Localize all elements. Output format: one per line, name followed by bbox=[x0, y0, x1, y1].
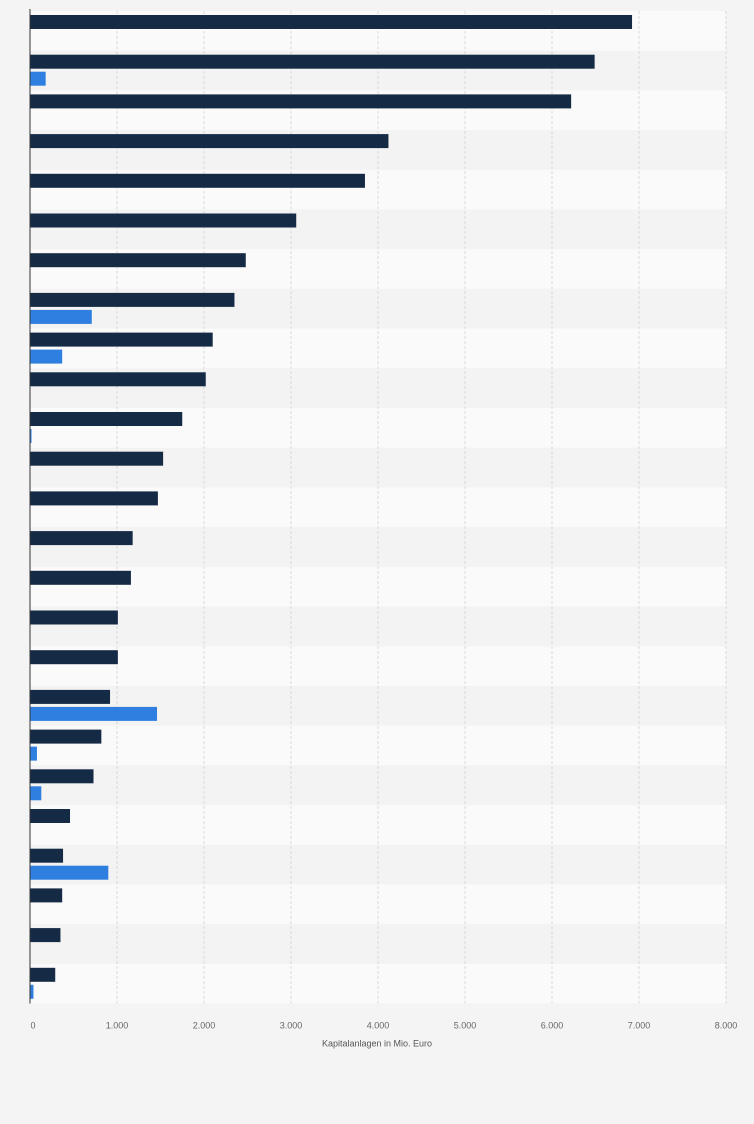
x-tick-label: 7.000 bbox=[628, 1021, 651, 1031]
bar-series-1 bbox=[30, 412, 183, 426]
bar-series-1 bbox=[30, 451, 164, 466]
bar-series-2 bbox=[30, 865, 109, 880]
bar-series-1 bbox=[30, 253, 246, 268]
bar-series-1 bbox=[30, 372, 206, 387]
bar-series-1 bbox=[30, 769, 94, 784]
bar-series-1 bbox=[30, 650, 118, 665]
bar-series-1 bbox=[30, 729, 102, 744]
x-tick-label: 1.000 bbox=[106, 1021, 129, 1031]
bar-series-2 bbox=[30, 706, 158, 721]
bar-series-1 bbox=[30, 689, 111, 704]
bar-series-1 bbox=[30, 610, 118, 625]
bar-series-1 bbox=[30, 928, 61, 943]
x-tick-labels: 0 1.000 2.000 3.000 4.000 5.000 6.000 7.000 8.00… bbox=[30, 1021, 737, 1031]
bar-series-2 bbox=[30, 71, 46, 86]
bar-series-2 bbox=[30, 349, 63, 364]
bar-series-1 bbox=[30, 54, 595, 69]
bar-series-1 bbox=[30, 531, 133, 546]
bar-series-1 bbox=[30, 888, 63, 903]
bar-series-1 bbox=[30, 173, 365, 188]
bar-series-1 bbox=[30, 15, 633, 29]
bars bbox=[30, 15, 633, 999]
bar-series-2 bbox=[30, 309, 92, 324]
bar-series-2 bbox=[30, 984, 34, 999]
x-tick-label: 6.000 bbox=[541, 1021, 564, 1031]
bar-series-1 bbox=[30, 491, 158, 506]
bar-series-1 bbox=[30, 570, 131, 585]
bar-series-2 bbox=[30, 429, 32, 443]
bar-series-1 bbox=[30, 967, 56, 982]
bar-series-1 bbox=[30, 848, 64, 863]
x-tick-label: 3.000 bbox=[280, 1021, 303, 1031]
bar-series-1 bbox=[30, 292, 235, 307]
x-tick-label: 4.000 bbox=[367, 1021, 390, 1031]
x-tick-label: 5.000 bbox=[454, 1021, 477, 1031]
x-tick-label: 0 bbox=[30, 1021, 35, 1031]
bar-series-1 bbox=[30, 213, 297, 228]
bar-series-1 bbox=[30, 134, 389, 149]
bar-series-2 bbox=[30, 786, 42, 801]
bar-series-1 bbox=[30, 332, 213, 347]
x-tick-label: 2.000 bbox=[193, 1021, 216, 1031]
x-tick-label: 8.000 bbox=[715, 1021, 738, 1031]
bar-series-2 bbox=[30, 746, 37, 761]
bar-series-1 bbox=[30, 94, 572, 109]
x-axis-label: Kapitalanlagen in Mio. Euro bbox=[322, 1039, 432, 1049]
bar-series-1 bbox=[30, 809, 71, 823]
